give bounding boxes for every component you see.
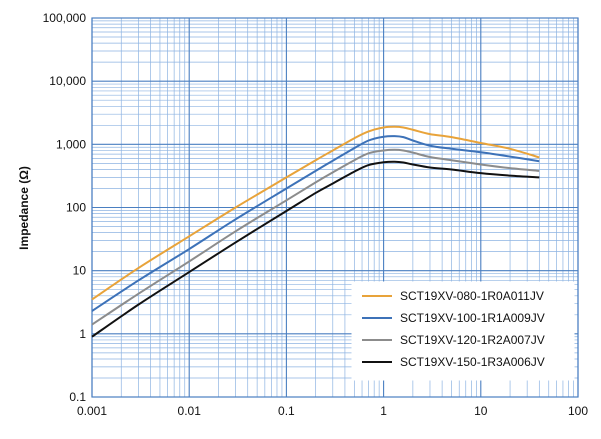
legend: SCT19XV-080-1R0A011JV SCT19XV-100-1R1A009…	[351, 281, 575, 381]
legend-box	[351, 281, 575, 381]
legend-label: SCT19XV-120-1R2A007JV	[400, 333, 545, 347]
x-tick-label: 0.001	[77, 404, 107, 418]
x-tick-label: 10	[474, 404, 488, 418]
x-tick-label: 0.01	[178, 404, 202, 418]
y-tick-label: 100	[66, 201, 86, 215]
y-tick-label: 10,000	[49, 74, 86, 88]
legend-label: SCT19XV-080-1R0A011JV	[400, 289, 544, 303]
legend-label: SCT19XV-150-1R3A006JV	[400, 355, 545, 369]
legend-label: SCT19XV-100-1R1A009JV	[400, 311, 545, 325]
y-tick-label: 100,000	[43, 11, 87, 25]
series-line-2	[91, 135, 540, 312]
series-line-3	[91, 148, 540, 326]
y-tick-label: 1,000	[56, 137, 86, 151]
y-tick-label: 1	[79, 327, 86, 341]
x-tick-label: 100	[568, 404, 588, 418]
x-axis: 0.001 0.01 0.1 1 10 100	[77, 404, 588, 418]
x-tick-label: 1	[380, 404, 387, 418]
plot-border	[91, 17, 579, 398]
y-axis-title: Impedance (Ω)	[17, 166, 31, 250]
series-line-4	[91, 160, 540, 338]
y-tick-label: 0.1	[69, 390, 86, 404]
series-line-1	[91, 125, 540, 301]
x-tick-label: 0.1	[278, 404, 295, 418]
series-lines	[91, 125, 540, 338]
y-tick-label: 10	[73, 264, 87, 278]
y-axis: 0.1 1 10 100 1,000 10,000 100,000	[43, 11, 87, 404]
